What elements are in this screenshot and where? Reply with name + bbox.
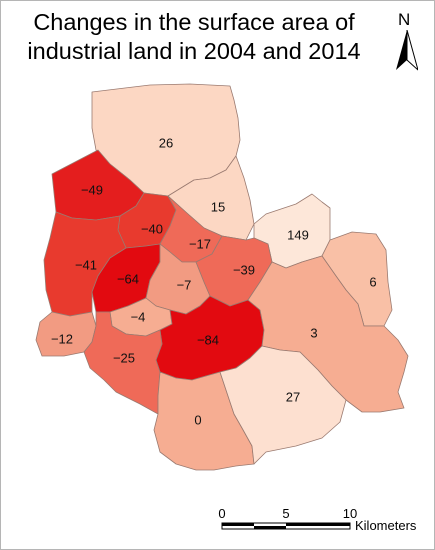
district-label-southeast: 3 (310, 325, 317, 340)
district-label-north: 26 (159, 135, 173, 150)
district-label-far-east: 6 (369, 274, 376, 289)
scale-bar-segment-2 (254, 526, 286, 529)
district-label-south-center: −84 (197, 332, 219, 347)
title-line-1: Changes in the surface area of (33, 9, 355, 35)
scale-unit: Kilometers (355, 518, 417, 533)
district-label-south-center-west: −4 (131, 309, 146, 324)
district-label-east-center: −39 (233, 262, 255, 277)
district-label-south-east: 27 (286, 389, 300, 404)
scale-bar-segment-1 (222, 523, 254, 526)
district-label-center-west: −64 (117, 271, 139, 286)
district-southeast (247, 255, 409, 413)
district-label-west: −41 (75, 257, 97, 272)
scale-bar-segment-3 (286, 523, 350, 526)
title-line-2: industrial land in 2004 and 2014 (27, 38, 361, 64)
scale-tick-10: 10 (343, 506, 357, 521)
district-label-southwest: −25 (113, 350, 135, 365)
district-label-south: 0 (194, 412, 201, 427)
district-south-east (219, 345, 347, 465)
scale-tick-5: 5 (282, 506, 289, 521)
district-label-center-east: −17 (189, 236, 211, 251)
district-label-northeast-center: 15 (211, 199, 225, 214)
district-label-east-bulge: 149 (287, 227, 309, 242)
district-label-center-north: −40 (141, 221, 163, 236)
district-label-southwest-edge: −12 (51, 331, 73, 346)
scale-tick-0: 0 (218, 506, 225, 521)
district-label-center: −7 (177, 277, 192, 292)
district-label-northwest: −49 (81, 182, 103, 197)
north-label: N (398, 10, 411, 29)
north-arrow-icon (396, 30, 418, 71)
map-title: Changes in the surface area of industria… (14, 8, 374, 66)
